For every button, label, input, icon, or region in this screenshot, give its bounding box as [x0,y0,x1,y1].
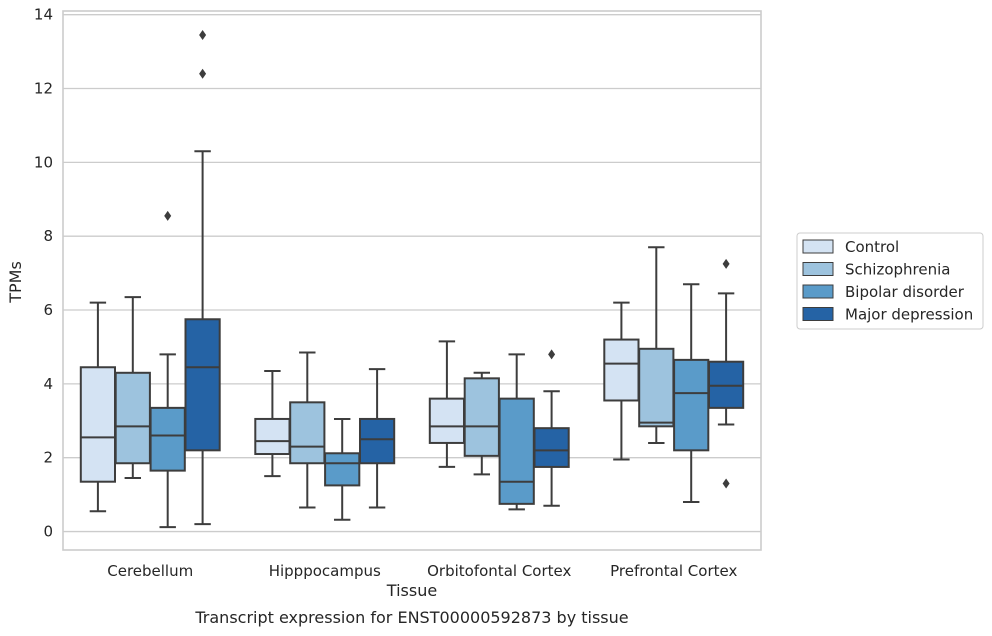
outlier-point [199,29,207,40]
outlier-point [722,478,730,489]
series-0 [79,301,640,513]
plot-frame [62,10,762,551]
legend-swatch [802,307,834,321]
legend-item: Major depression [802,306,973,324]
legend-label: Control [845,238,899,256]
y-tick-label: 2 [43,449,53,467]
legend-frame [796,232,984,330]
legend-label: Major depression [845,306,973,324]
legend-label: Bipolar disorder [845,283,965,301]
y-tick-label: 14 [34,6,53,24]
x-tick-label: Prefrontal Cortex [610,562,737,580]
box-iqr [79,366,117,483]
box-iqr [149,406,186,472]
x-tick-label: Hipppocampus [269,562,381,580]
box-plot [114,296,151,480]
y-tick-label: 8 [43,227,53,245]
y-tick-label: 0 [43,523,53,541]
box-plot [324,417,361,521]
legend-label: Schizophrenia [845,261,950,279]
y-tick-labels: 0 2 4 6 8 10 12 14 [34,6,53,541]
legend-swatch [802,239,834,254]
box-iqr [254,417,291,456]
y-tick-label: 12 [34,80,53,98]
box-plot [254,369,291,478]
box-plot [79,301,117,513]
legend-item: Bipolar disorder [802,283,965,301]
box-iqr [358,417,396,465]
y-tick-label: 10 [34,153,53,171]
box-iqr [498,397,535,505]
legend-item: Schizophrenia [802,261,950,279]
box-plot [638,246,675,444]
legend-item: Control [802,238,899,256]
box-iqr [463,377,500,457]
box-plot [498,353,535,511]
box-plot [533,349,570,507]
box-iqr [428,397,466,444]
x-axis-label: Tissue [386,581,437,600]
box-iqr [324,452,361,487]
box-plot [707,258,745,489]
outlier-point [199,68,207,79]
box-plot [289,351,326,509]
box-plot [603,301,640,461]
box-plot [149,210,186,529]
y-tick-label: 4 [43,375,53,393]
x-tick-labels: Cerebellum Hipppocampus Orbitofontal Corte… [107,562,737,580]
y-tick-label: 6 [43,301,53,319]
box-plot [184,29,221,526]
box-iqr [673,358,710,452]
box-iqr [289,401,326,465]
legend-swatch [802,262,834,276]
box-plot [428,340,466,468]
x-tick-label: Orbitofontal Cortex [427,562,571,580]
box-plot [463,371,500,476]
outlier-point [164,210,172,221]
box-iqr [184,318,221,452]
series-2 [149,210,710,529]
y-axis-label: TPMs [6,261,25,304]
chart-caption: Transcript expression for ENST0000059287… [194,608,628,627]
x-tick-label: Cerebellum [107,562,193,580]
box-iqr [603,338,640,402]
box-iqr [638,347,675,428]
legend-swatch [802,284,834,299]
outlier-point [548,349,556,360]
series-3 [184,29,745,526]
box-iqr [533,427,570,468]
legend-items: Control Schizophrenia Bipolar disorder Majo… [802,238,973,324]
box-series [79,29,745,529]
outlier-point [722,258,730,269]
box-plot [673,283,710,504]
legend: Control Schizophrenia Bipolar disorder Majo… [796,232,984,330]
box-iqr [114,371,151,465]
box-plot [358,368,396,509]
series-1 [114,246,675,509]
